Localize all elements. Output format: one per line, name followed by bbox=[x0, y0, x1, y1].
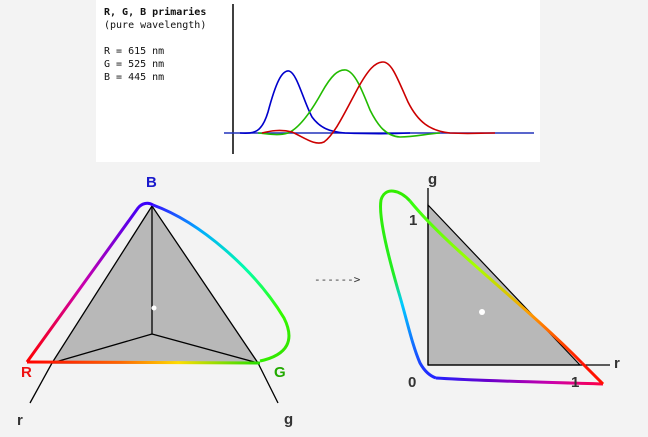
left-label-r-axis: r bbox=[17, 412, 23, 429]
top-panel bbox=[96, 0, 540, 162]
right-locus-bottom bbox=[435, 376, 604, 386]
transform-arrow: ------> bbox=[314, 273, 361, 286]
left-r-axis bbox=[29, 362, 53, 404]
left-g-axis bbox=[257, 362, 279, 404]
right-triangle bbox=[427, 203, 582, 366]
right-locus-loop bbox=[379, 189, 437, 380]
primaries-info: R, G, B primaries (pure wavelength) R = … bbox=[104, 6, 222, 84]
primary-b: B = 445 nm bbox=[104, 72, 165, 83]
info-subtitle: (pure wavelength) bbox=[104, 20, 207, 31]
right-locus-red-tip bbox=[580, 361, 605, 386]
left-locus-bottom bbox=[26, 360, 261, 365]
left-g-line bbox=[151, 333, 259, 364]
left-label-g-vertex: G bbox=[274, 364, 286, 381]
green-primary-curve bbox=[257, 69, 441, 138]
right-label-r-axis: r bbox=[614, 355, 620, 372]
right-white-point bbox=[479, 309, 485, 315]
left-label-b: B bbox=[146, 174, 157, 191]
left-r-line bbox=[51, 333, 153, 364]
left-label-g-axis: g bbox=[284, 411, 293, 428]
primary-g: G = 525 nm bbox=[104, 59, 165, 70]
right-label-one-g: 1 bbox=[409, 212, 417, 229]
right-label-g-axis: g bbox=[428, 171, 437, 188]
left-locus-blue-green bbox=[152, 203, 291, 363]
left-white-point bbox=[151, 305, 157, 311]
left-locus-red-blue bbox=[25, 201, 154, 363]
left-label-r-vertex: R bbox=[21, 364, 32, 381]
right-locus-edge bbox=[408, 200, 584, 365]
red-primary-curve bbox=[261, 61, 496, 144]
blue-primary-curve bbox=[239, 70, 411, 135]
right-label-one-r: 1 bbox=[571, 374, 579, 391]
primary-r: R = 615 nm bbox=[104, 46, 165, 57]
info-title: R, G, B primaries bbox=[104, 7, 207, 18]
right-label-zero: 0 bbox=[408, 374, 416, 391]
